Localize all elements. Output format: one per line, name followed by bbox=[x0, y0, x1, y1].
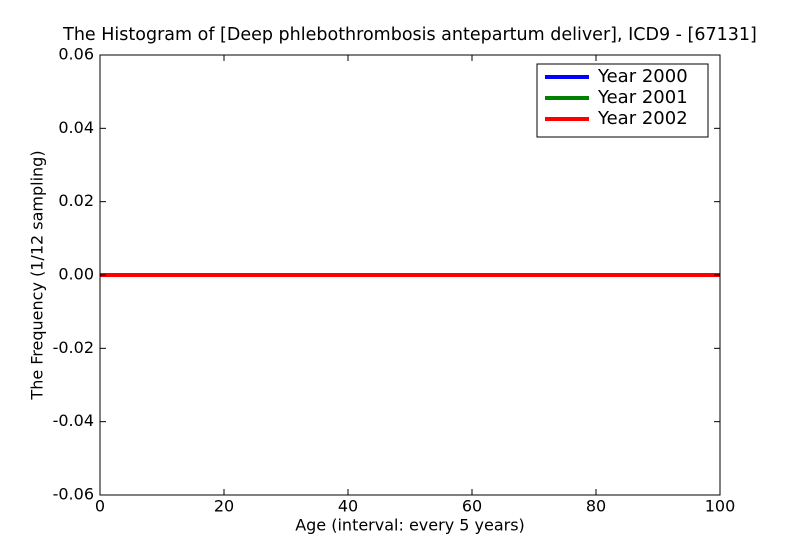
y-tick-label: 0.02 bbox=[58, 191, 94, 210]
x-tick-label: 0 bbox=[95, 497, 105, 516]
legend-label: Year 2002 bbox=[597, 108, 688, 129]
y-tick-label: -0.02 bbox=[53, 338, 94, 357]
y-tick-label: -0.06 bbox=[53, 485, 94, 504]
x-tick-label: 100 bbox=[705, 497, 736, 516]
y-tick-label: 0.00 bbox=[58, 265, 94, 284]
x-tick-label: 60 bbox=[462, 497, 482, 516]
x-tick-label: 80 bbox=[586, 497, 606, 516]
y-tick-label: -0.04 bbox=[53, 411, 94, 430]
y-tick-label: 0.06 bbox=[58, 45, 94, 64]
y-axis-label: The Frequency (1/12 sampling) bbox=[28, 150, 47, 400]
x-tick-label: 40 bbox=[338, 497, 358, 516]
x-axis-label: Age (interval: every 5 years) bbox=[295, 516, 525, 535]
y-tick-label: 0.04 bbox=[58, 118, 94, 137]
x-tick-label: 20 bbox=[214, 497, 234, 516]
chart-title: The Histogram of [Deep phlebothrombosis … bbox=[62, 25, 757, 45]
legend-label: Year 2001 bbox=[597, 87, 688, 108]
legend-label: Year 2000 bbox=[597, 66, 688, 87]
